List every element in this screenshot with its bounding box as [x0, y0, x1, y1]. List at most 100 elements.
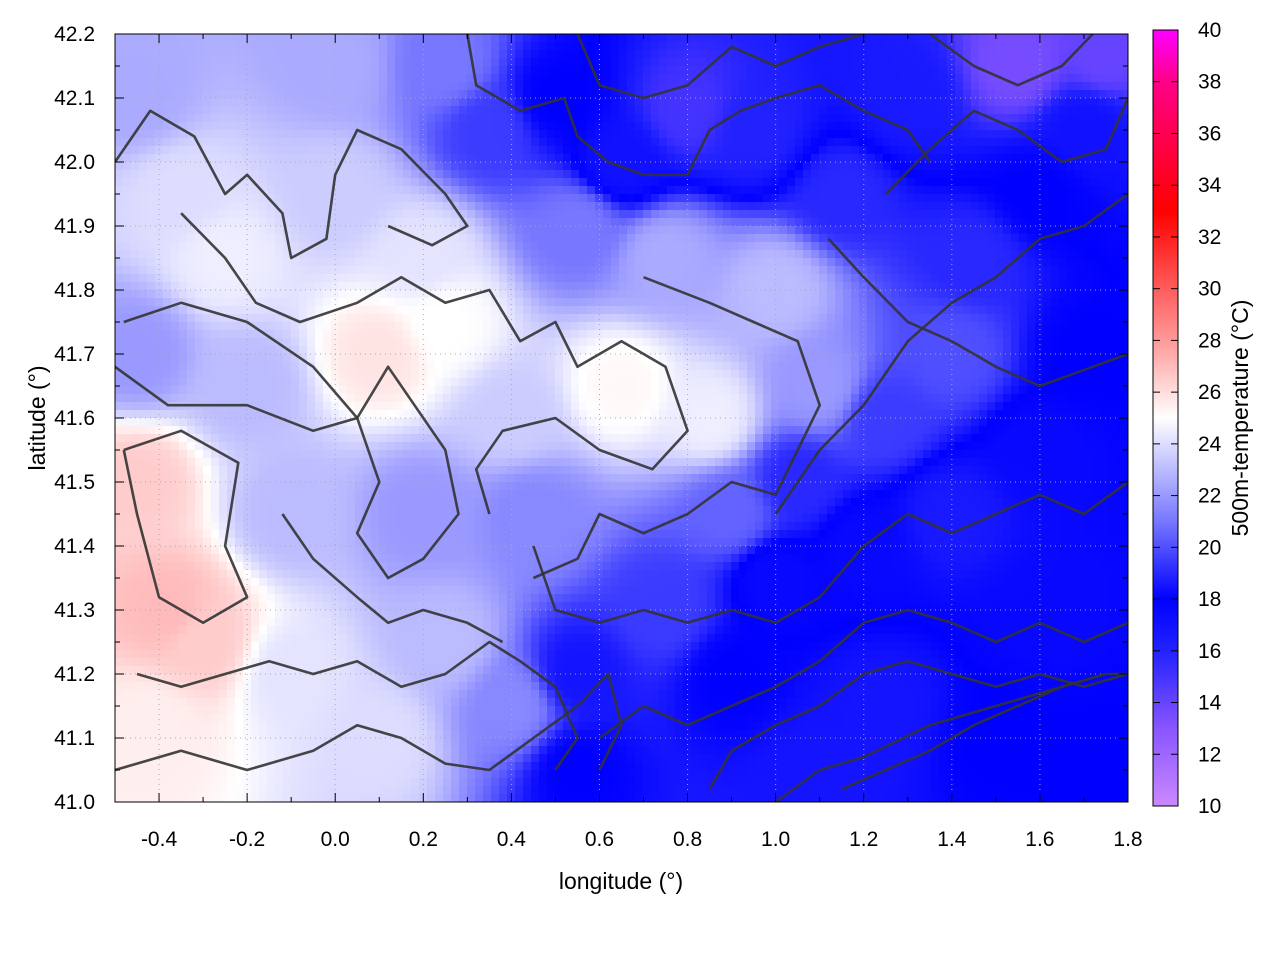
heat-cell: [603, 122, 612, 131]
heat-cell: [259, 74, 268, 83]
heat-cell: [507, 242, 516, 251]
heat-cell: [899, 146, 908, 155]
heat-cell: [755, 146, 764, 155]
heat-cell: [267, 338, 276, 347]
heat-cell: [187, 346, 196, 355]
heat-cell: [1091, 322, 1100, 331]
heat-cell: [1043, 258, 1052, 267]
heat-cell: [363, 330, 372, 339]
heat-cell: [731, 194, 740, 203]
heat-cell: [939, 314, 948, 323]
heat-cell: [203, 314, 212, 323]
heat-cell: [995, 306, 1004, 315]
heat-cell: [1115, 50, 1124, 59]
heat-cell: [739, 178, 748, 187]
heat-cell: [1027, 178, 1036, 187]
heat-cell: [299, 282, 308, 291]
heat-cell: [171, 202, 180, 211]
heat-cell: [643, 186, 652, 195]
heat-cell: [723, 194, 732, 203]
heat-cell: [1019, 210, 1028, 219]
heat-cell: [1003, 66, 1012, 75]
heat-cell: [811, 90, 820, 99]
heat-cell: [339, 50, 348, 59]
heat-cell: [531, 82, 540, 91]
heat-cell: [899, 322, 908, 331]
heat-cell: [547, 282, 556, 291]
heat-cell: [507, 234, 516, 243]
heat-cell: [1059, 74, 1068, 83]
heat-cell: [787, 106, 796, 115]
heat-cell: [899, 258, 908, 267]
heat-cell: [355, 50, 364, 59]
heat-cell: [963, 322, 972, 331]
heat-cell: [1107, 114, 1116, 123]
heat-cell: [899, 266, 908, 275]
heat-cell: [299, 218, 308, 227]
heat-cell: [163, 314, 172, 323]
heat-cell: [1051, 242, 1060, 251]
heat-cell: [267, 322, 276, 331]
heat-cell: [635, 98, 644, 107]
heat-cell: [171, 258, 180, 267]
heat-cell: [219, 274, 228, 283]
heat-cell: [147, 114, 156, 123]
heat-cell: [275, 98, 284, 107]
heat-cell: [635, 322, 644, 331]
heat-cell: [603, 106, 612, 115]
heat-cell: [659, 290, 668, 299]
heat-cell: [939, 106, 948, 115]
heat-cell: [299, 138, 308, 147]
heat-cell: [675, 186, 684, 195]
heat-cell: [971, 322, 980, 331]
heat-cell: [347, 234, 356, 243]
heat-cell: [715, 234, 724, 243]
heat-cell: [323, 50, 332, 59]
heat-cell: [555, 218, 564, 227]
heat-cell: [811, 218, 820, 227]
heat-cell: [507, 258, 516, 267]
heat-cell: [307, 338, 316, 347]
heat-cell: [291, 242, 300, 251]
heat-cell: [147, 162, 156, 171]
heat-cell: [467, 218, 476, 227]
heat-cell: [747, 314, 756, 323]
heat-cell: [979, 154, 988, 163]
heat-cell: [243, 122, 252, 131]
heat-cell: [1107, 58, 1116, 67]
heat-cell: [595, 138, 604, 147]
heat-cell: [1107, 82, 1116, 91]
heat-cell: [379, 74, 388, 83]
heat-cell: [523, 66, 532, 75]
heat-cell: [1091, 170, 1100, 179]
heat-cell: [1059, 66, 1068, 75]
heat-cell: [163, 58, 172, 67]
heat-cell: [843, 202, 852, 211]
heat-cell: [139, 114, 148, 123]
heat-cell: [987, 178, 996, 187]
heat-cell: [339, 346, 348, 355]
heat-cell: [499, 338, 508, 347]
heat-cell: [539, 266, 548, 275]
heat-cell: [1059, 58, 1068, 67]
heat-cell: [459, 338, 468, 347]
heat-cell: [443, 314, 452, 323]
heat-cell: [163, 178, 172, 187]
heat-cell: [419, 218, 428, 227]
heat-cell: [371, 74, 380, 83]
heat-cell: [291, 98, 300, 107]
heat-cell: [867, 90, 876, 99]
heat-cell: [539, 314, 548, 323]
heat-cell: [835, 114, 844, 123]
heat-cell: [1115, 98, 1124, 107]
heat-cell: [763, 82, 772, 91]
heat-cell: [899, 210, 908, 219]
heat-cell: [379, 186, 388, 195]
heat-cell: [1035, 34, 1044, 43]
heat-cell: [811, 298, 820, 307]
heat-cell: [875, 82, 884, 91]
heat-cell: [603, 162, 612, 171]
heat-cell: [691, 338, 700, 347]
heat-cell: [179, 66, 188, 75]
heat-cell: [635, 50, 644, 59]
